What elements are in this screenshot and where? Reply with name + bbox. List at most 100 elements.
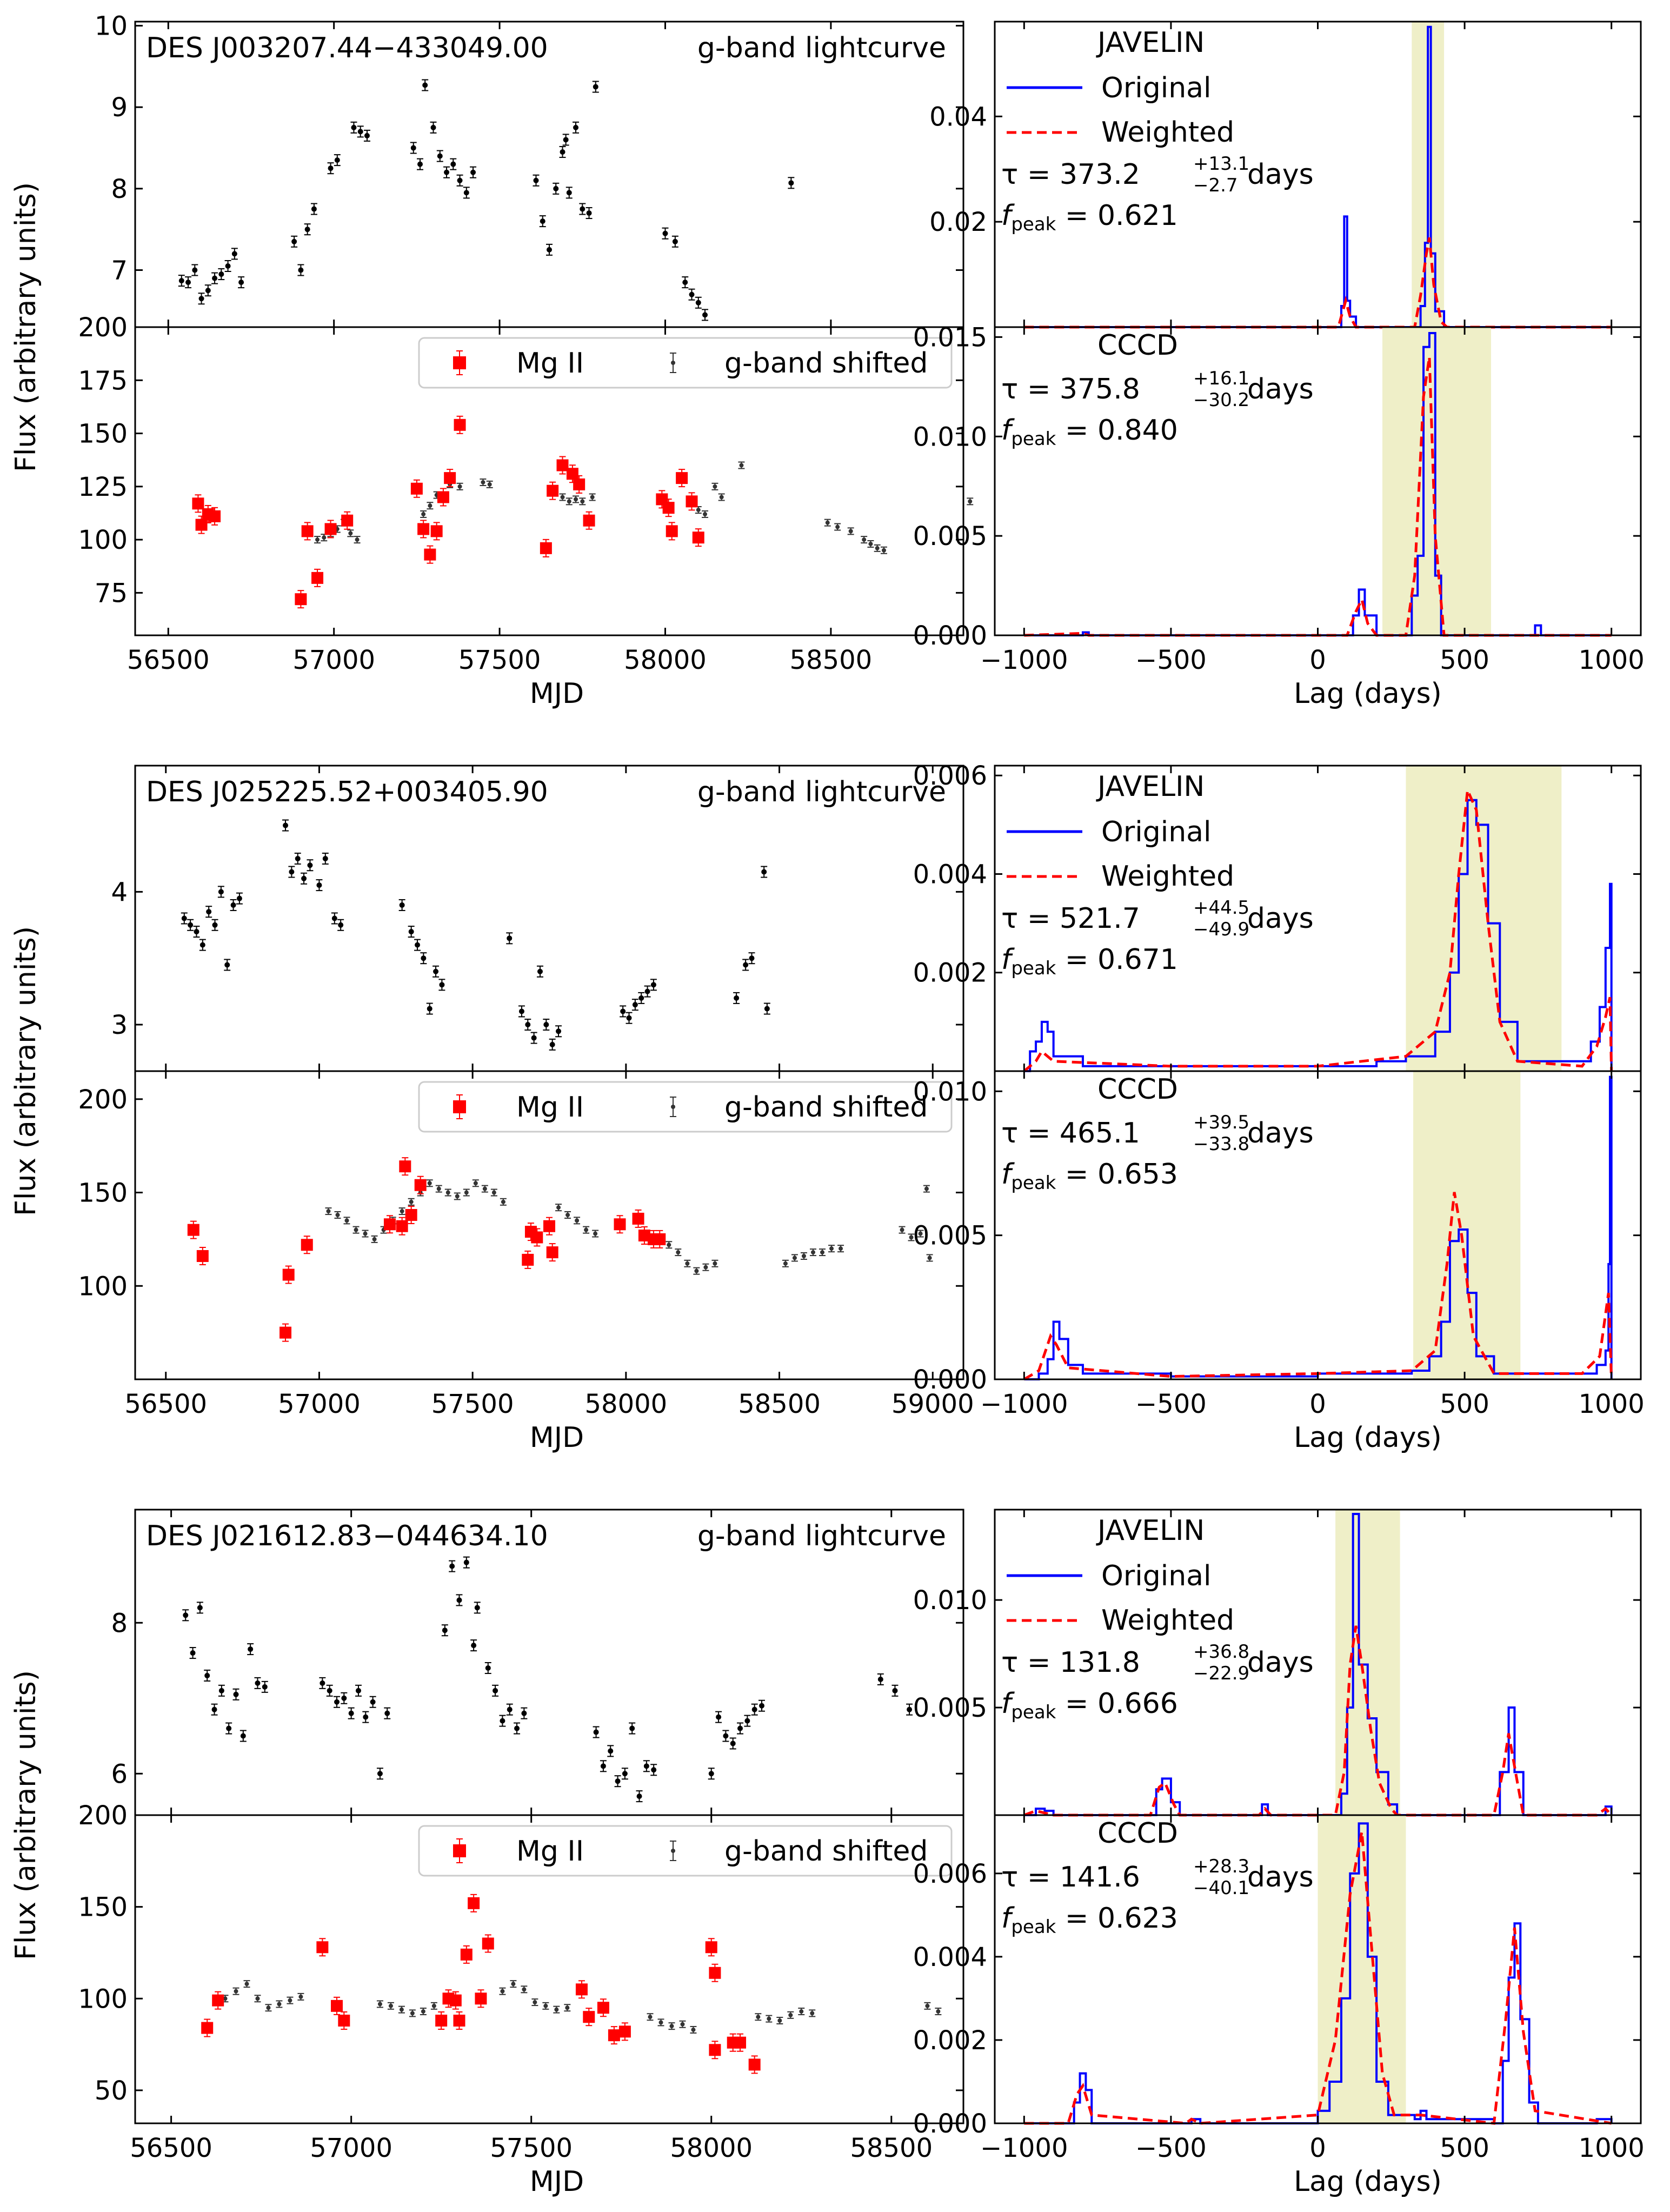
data-point [409,1199,414,1204]
fpeak-value: fpeak = 0.623 [1001,1902,1178,1938]
y-axis-label: Flux (arbitrary units) [10,1670,42,1960]
data-point [183,1612,189,1618]
fpeak-value: fpeak = 0.666 [1001,1688,1178,1723]
data-point [474,1605,480,1611]
x-tick-label: 500 [1440,2133,1489,2163]
data-point [482,1186,487,1191]
lightcurve-panel: 6 8 50 100 150 200 56500 57000 57500 58000 58500 Mg… [10,1509,964,2163]
tau-error-upper: +44.5 [1193,897,1249,919]
x-tick-label: −1000 [980,2133,1068,2163]
data-point [565,2005,570,2010]
data-point [204,1672,210,1678]
data-point [266,2005,271,2010]
data-point [192,267,198,273]
data-point [848,529,853,534]
tau-value: τ = 521.7 [1001,902,1140,935]
data-point [676,472,688,484]
data-point [560,495,565,500]
data-point [453,1844,466,1857]
tau-error-lower: −49.9 [1193,919,1249,940]
data-point [573,124,579,130]
fpeak-value: fpeak = 0.671 [1001,944,1178,979]
data-point [288,1998,292,2003]
data-point [481,480,485,484]
x-tick-label: 1000 [1579,645,1645,675]
data-point [197,1605,203,1611]
y-tick-label: 8 [111,174,128,204]
data-point [525,1022,531,1028]
data-point [702,312,708,318]
data-point [739,463,744,468]
tau-unit: days [1247,902,1314,935]
data-point [877,1676,883,1682]
data-point [654,1233,666,1245]
data-point [648,2015,653,2020]
y-tick-label: 200 [78,1085,128,1115]
data-point [716,1714,722,1720]
data-point [566,468,578,480]
data-point [543,1220,555,1232]
data-point [475,1992,487,2005]
data-point [810,1250,815,1255]
data-point [311,572,324,584]
data-point [788,180,794,186]
legend-label: g-band shifted [724,1835,928,1868]
data-point [234,1989,238,1994]
data-point [324,523,337,535]
weighted-series-line [1023,1625,1613,1817]
data-point [671,361,675,365]
data-point [328,165,334,171]
x-tick-label: 58500 [790,645,873,675]
data-point [574,497,578,502]
data-point [694,1268,699,1273]
data-point [629,1725,635,1731]
data-point [615,1778,621,1784]
data-point [918,1231,923,1236]
data-point [632,1002,638,1008]
x-tick-label: 1000 [1579,1389,1645,1419]
data-point [584,1227,589,1232]
data-point [756,2015,761,2020]
legend: Mg II g-band shifted [418,337,953,389]
data-point [410,482,423,495]
data-point [580,206,586,212]
data-point [364,132,370,138]
data-point [801,1254,806,1258]
x-tick-label: 57500 [431,1389,514,1419]
data-point [211,1706,217,1712]
x-tick-label: 58500 [850,2133,933,2163]
data-point [696,508,701,513]
data-point [417,161,423,167]
data-point [708,1771,714,1777]
tau-error-upper: +13.1 [1193,153,1249,175]
data-point [543,2003,548,2008]
data-point [644,988,650,994]
data-point [255,1996,260,2001]
data-point [900,1227,904,1232]
data-point [927,1256,932,1260]
data-point [464,1190,469,1195]
x-tick-label: −500 [1135,2133,1207,2163]
data-point [457,484,462,489]
y-tick-label: 0.002 [913,2025,987,2056]
data-point [672,238,678,244]
data-point [875,546,880,550]
x-axis-label: MJD [530,677,584,710]
data-point [414,1179,427,1191]
data-point [676,1250,681,1255]
data-point [792,1256,797,1260]
credible-interval [1382,327,1491,635]
cccd-title: CCCD [1097,1073,1178,1106]
legend-label: Weighted [1101,116,1234,149]
data-point [445,1190,450,1195]
data-point [355,1688,361,1693]
data-point [650,982,656,988]
data-point [449,1994,462,2007]
data-point [723,1733,729,1739]
data-point [680,2022,685,2027]
data-point [580,499,585,504]
weighted-series-line [1023,785,1613,1072]
data-point [547,484,559,497]
data-point [457,177,463,183]
data-point [187,1224,199,1236]
